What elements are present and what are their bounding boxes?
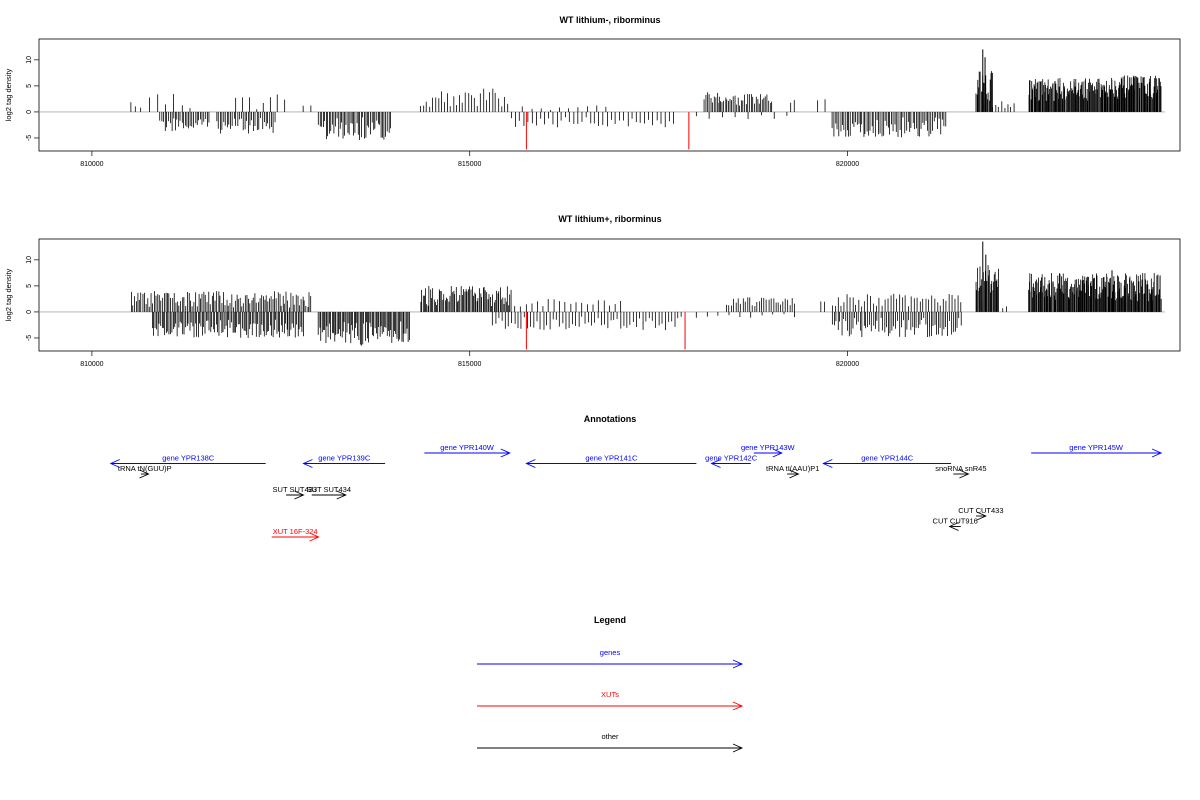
y-tick-label: -5: [26, 335, 33, 341]
feature-arrow-head: [336, 490, 347, 500]
feature-arrow-head: [302, 459, 313, 468]
y-tick-label: 5: [26, 284, 33, 288]
feature-label: SUT SUT434: [307, 485, 351, 494]
legend-panel: Legend genes XUTs other: [477, 615, 744, 753]
y-tick-label: 0: [26, 110, 33, 114]
feature-gene: gene YPR142C: [705, 454, 758, 468]
feature-gene: gene YPR144C: [822, 454, 952, 468]
feature-arrow-head: [309, 532, 320, 542]
feature-label: gene YPR138C: [162, 454, 215, 463]
legend-title: Legend: [594, 615, 626, 625]
y-tick-label: 5: [26, 84, 33, 88]
feature-other: tRNA tN(GUU)P: [118, 464, 172, 479]
feature-arrow-head: [822, 459, 833, 468]
feature-arrow-head: [710, 459, 721, 468]
feature-arrow-head: [525, 459, 536, 468]
feature-other: snoRNA snR45: [935, 464, 987, 479]
x-tick-label: 815000: [458, 161, 481, 168]
feature-gene: gene YPR145W: [1031, 443, 1163, 458]
legend-label: genes: [600, 648, 621, 657]
legend-label: XUTs: [601, 690, 619, 699]
feature-label: CUT CUT916: [933, 517, 978, 526]
legend-arrow-head: [732, 659, 744, 669]
feature-other: SUT SUT434: [307, 485, 351, 500]
feature-arrow-head: [109, 459, 120, 468]
plot-frame: [38, 238, 1181, 352]
feature-arrow-head: [948, 522, 959, 531]
feature-label: gene YPR140W: [440, 443, 495, 452]
track-title-lithium-minus: WT lithium-, riborminus: [560, 15, 661, 25]
feature-label: XUT 16F-324: [273, 527, 318, 536]
x-tick-label: 820000: [836, 361, 859, 368]
y-axis-label: log2 tag density: [4, 268, 13, 321]
feature-gene: gene YPR139C: [302, 454, 386, 468]
feature-label: gene YPR145W: [1069, 443, 1124, 452]
feature-other: CUT CUT916: [933, 517, 978, 531]
feature-label: SUT SUT433: [273, 485, 317, 494]
legend-item: XUTs: [477, 690, 744, 711]
feature-arrow-head: [959, 469, 970, 479]
track-panel-lithium-minus: WT lithium-, riborminus log2 tag density…: [4, 15, 1181, 168]
y-tick-label: 10: [26, 56, 33, 64]
feature-label: gene YPR144C: [861, 454, 914, 463]
feature-other: CUT CUT433: [958, 506, 1004, 521]
y-tick-label: 0: [26, 310, 33, 314]
feature-label: gene YPR139C: [318, 454, 371, 463]
y-tick-label: -5: [26, 135, 33, 141]
feature-label: gene YPR142C: [705, 454, 758, 463]
plot-frame: [38, 38, 1181, 152]
feature-other: SUT SUT433: [273, 485, 317, 500]
feature-xut: XUT 16F-324: [271, 527, 320, 542]
legend-arrow-head: [732, 701, 744, 711]
x-tick-label: 810000: [80, 161, 103, 168]
annotations-title: Annotations: [584, 414, 637, 424]
feature-gene: gene YPR140W: [424, 443, 511, 458]
feature-arrow-head: [294, 490, 305, 500]
feature-label: tRNA tN(GUU)P: [118, 464, 172, 473]
feature-arrow-head: [139, 469, 150, 479]
y-axis-label: log2 tag density: [4, 68, 13, 121]
feature-arrow-head: [772, 448, 783, 458]
legend-item: other: [477, 732, 744, 753]
feature-label: CUT CUT433: [958, 506, 1003, 515]
x-tick-label: 815000: [458, 361, 481, 368]
feature-label: gene YPR141C: [585, 454, 638, 463]
feature-gene: gene YPR138C: [109, 454, 266, 468]
legend-arrow-head: [732, 743, 744, 753]
feature-label: tRNA tI(AAU)P1: [766, 464, 819, 473]
track-title-lithium-plus: WT lithium+, riborminus: [558, 214, 661, 224]
feature-gene: gene YPR143W: [741, 443, 796, 458]
feature-other: tRNA tI(AAU)P1: [766, 464, 819, 479]
y-tick-label: 10: [26, 256, 33, 264]
feature-arrow-head: [1151, 448, 1163, 458]
feature-gene: gene YPR141C: [525, 454, 697, 468]
feature-label: snoRNA snR45: [935, 464, 986, 473]
feature-arrow-head: [500, 448, 511, 458]
x-tick-label: 810000: [80, 361, 103, 368]
legend-label: other: [601, 732, 619, 741]
x-tick-label: 820000: [836, 161, 859, 168]
feature-arrow-head: [976, 511, 987, 521]
feature-arrow-head: [789, 469, 800, 479]
feature-label: gene YPR143W: [741, 443, 796, 452]
track-panel-lithium-plus: WT lithium+, riborminus log2 tag density…: [4, 214, 1181, 368]
legend-item: genes: [477, 648, 744, 669]
